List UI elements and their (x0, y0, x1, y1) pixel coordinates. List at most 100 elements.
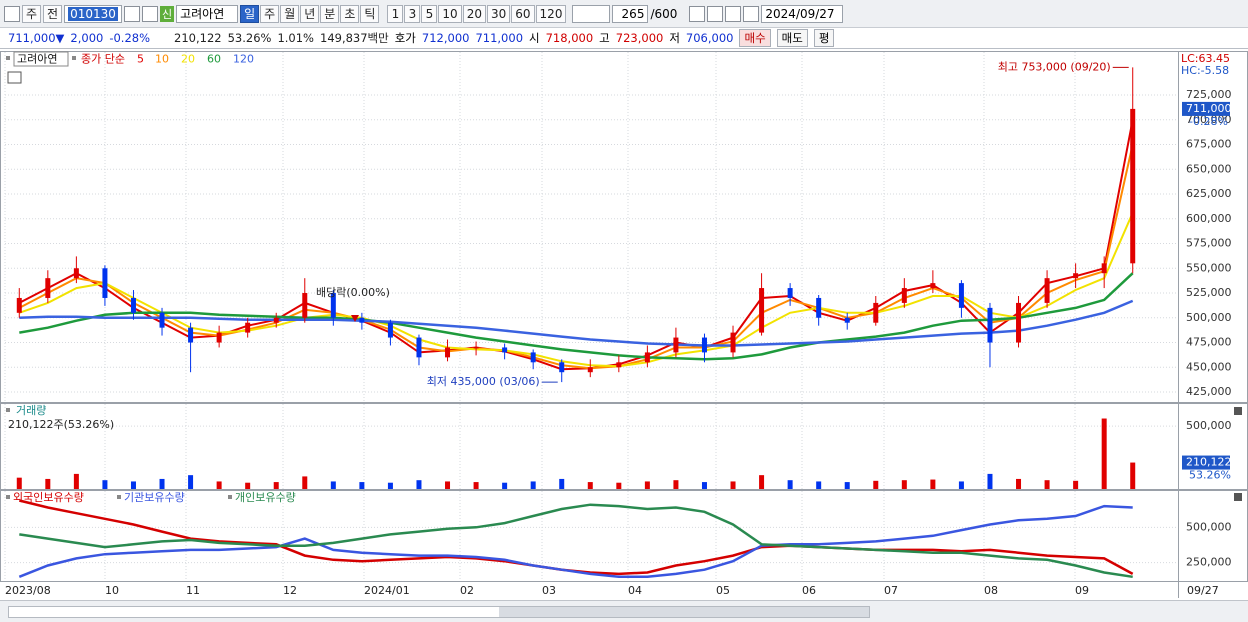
volume-bar (644, 481, 650, 489)
volume-bar (844, 482, 850, 489)
bid: 711,000 (475, 31, 524, 45)
legend-swatch (6, 56, 10, 60)
legend-entry: 20 (181, 53, 195, 66)
stock-name[interactable]: 고려아연 (176, 4, 239, 23)
candle-body (1016, 302, 1022, 343)
volume-bar (330, 481, 336, 489)
period-button[interactable]: 초 (340, 4, 360, 23)
volume-bar (873, 480, 879, 489)
view-count[interactable]: 265 (612, 4, 649, 23)
candle-body (673, 337, 679, 353)
volume-bar (245, 482, 251, 489)
count-button[interactable]: 120 (535, 4, 567, 23)
sell-button[interactable]: 매도 (776, 29, 808, 47)
period-button[interactable]: 일 (240, 4, 260, 23)
period-button[interactable]: 월 (280, 4, 300, 23)
prev[interactable]: 전 (43, 4, 63, 23)
candle-body (245, 322, 251, 333)
scroll-thumb[interactable] (499, 607, 869, 617)
legend-swatch (117, 495, 121, 499)
volume-bar (416, 480, 422, 489)
period-type[interactable]: 주 (22, 4, 42, 23)
volume-bar (701, 482, 707, 489)
close-box[interactable] (1234, 493, 1242, 501)
count-button[interactable]: 1 (387, 4, 404, 23)
candle-body (188, 327, 194, 343)
holdings-panel (0, 490, 1248, 582)
scroll-bar (0, 600, 1248, 622)
period-button[interactable]: 주 (260, 4, 280, 23)
volume-bar (930, 479, 936, 489)
sound[interactable] (142, 5, 159, 22)
open-label: 시 (529, 31, 540, 45)
candle-body (130, 297, 136, 313)
count-button[interactable]: 20 (462, 4, 486, 23)
buy-button[interactable]: 매수 (739, 29, 771, 47)
volume-bar (387, 482, 393, 489)
count-button[interactable]: 10 (438, 4, 462, 23)
tool[interactable] (689, 5, 706, 22)
volume-bar (16, 477, 22, 489)
line (18, 504, 1133, 579)
volume: 210,122 (174, 31, 222, 45)
volume-bar (1130, 462, 1136, 489)
volume-bar (673, 480, 679, 489)
scroll-track[interactable] (8, 606, 870, 618)
settings[interactable] (743, 5, 760, 22)
count-button[interactable]: 5 (421, 4, 438, 23)
tool[interactable] (707, 5, 724, 22)
x-tick-label: 03 (542, 584, 556, 597)
candle-body (987, 307, 993, 343)
last-value-box (1182, 101, 1230, 116)
candle-body (730, 332, 736, 353)
volume-bar (502, 482, 508, 489)
candle-body (473, 347, 479, 349)
count-button[interactable]: 60 (511, 4, 535, 23)
volume-bar (302, 476, 308, 489)
volume-bar (45, 478, 51, 489)
candle-body (330, 293, 336, 318)
period-button[interactable]: 년 (300, 4, 320, 23)
x-tick-label: 08 (984, 584, 998, 597)
save[interactable] (725, 5, 742, 22)
line (18, 212, 1134, 368)
candle-body (159, 312, 165, 328)
legend-entry: 외국인보유수량 (13, 491, 84, 504)
candle-body (816, 297, 822, 318)
last-ratio: 53.26% (1189, 469, 1231, 482)
last-value-box (1182, 455, 1230, 470)
amount: 149,837백만 (320, 31, 389, 45)
x-tick-label: 09 (1075, 584, 1089, 597)
legend-label: 종가 단순 (81, 53, 125, 66)
count-button[interactable]: 30 (486, 4, 511, 23)
table-icon[interactable] (7, 71, 22, 84)
y-tick-label: 500,000 (1186, 311, 1232, 324)
turnover: 1.01% (277, 31, 314, 45)
line (19, 503, 1133, 579)
y-tick-label: 700,000 (1186, 113, 1232, 126)
code-field[interactable]: 010130 (64, 4, 123, 23)
candle-body (502, 347, 508, 353)
y-tick-label: 475,000 (1186, 336, 1232, 349)
icon[interactable] (4, 5, 20, 22)
annotation: 배당락(0.00%) (316, 286, 390, 299)
period-button[interactable]: 분 (320, 4, 340, 23)
count-button[interactable]: 3 (404, 4, 421, 23)
legend-entry: 기관보유수량 (124, 491, 185, 504)
close-box[interactable] (1234, 407, 1242, 415)
volume-bar (1044, 480, 1050, 489)
price: 711,000▼ (8, 31, 65, 45)
volume-bar (587, 482, 593, 489)
chart-area: 2023/08 10 11 12 2024/01 02 03 04 05 06 07 08 09 09/2… (0, 51, 1248, 598)
date[interactable]: 2024/09/27 (761, 4, 844, 23)
low: 706,000 (685, 31, 734, 45)
volume-bar (787, 480, 793, 489)
dropdown[interactable] (572, 4, 611, 23)
legend-swatch (72, 56, 76, 60)
period-button[interactable]: 틱 (360, 4, 380, 23)
avg-button[interactable]: 평 (813, 29, 835, 47)
search[interactable] (124, 5, 141, 22)
volume-bar (273, 482, 279, 489)
volume-bar (216, 481, 222, 489)
